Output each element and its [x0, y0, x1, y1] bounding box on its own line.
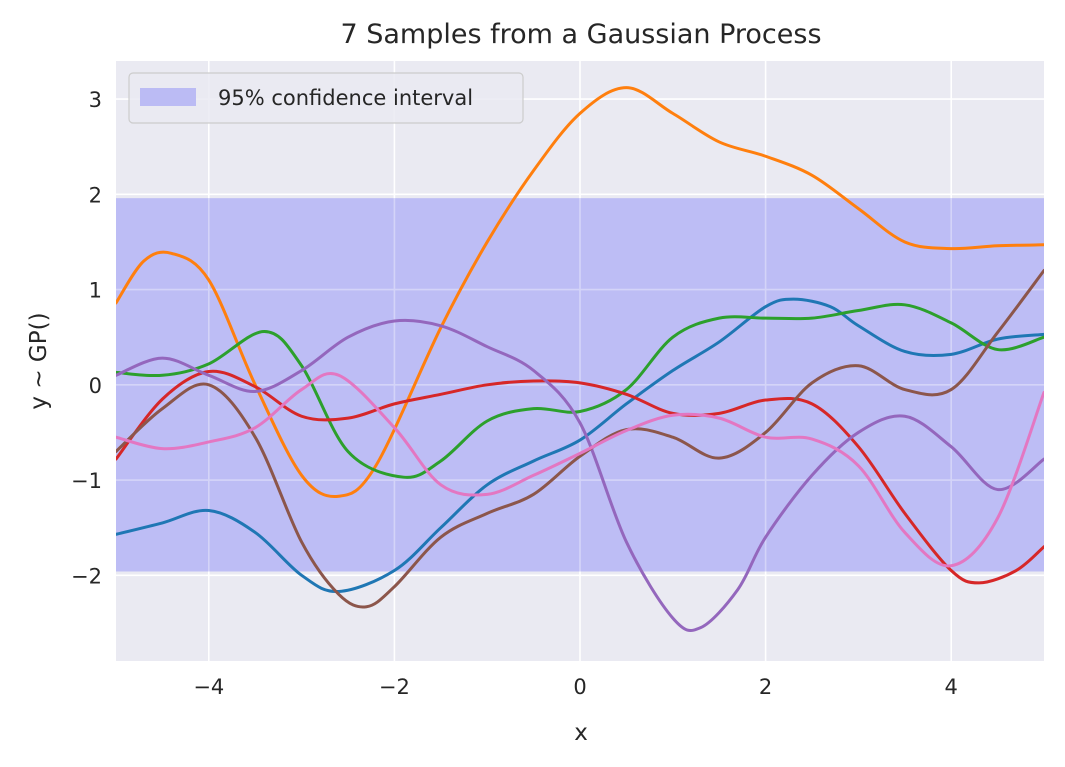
legend-label: 95% confidence interval	[218, 86, 473, 110]
y-tick-label: 1	[89, 279, 102, 303]
series-group	[116, 86, 1044, 633]
x-tick-label: 2	[759, 675, 772, 699]
legend-box	[128, 72, 524, 124]
y-tick-label: 3	[89, 88, 102, 112]
y-tick-label: 0	[89, 374, 102, 398]
x-tick-label: −2	[379, 675, 410, 699]
x-tick-labels: −4 −2 0 2 4	[193, 675, 958, 699]
x-tick-label: −4	[193, 675, 224, 699]
x-axis-label: x	[574, 720, 588, 746]
x-tick-label: 4	[945, 675, 958, 699]
y-tick-label: −1	[71, 469, 102, 493]
y-tick-label: 2	[89, 183, 102, 207]
series-line-6	[116, 269, 1044, 609]
series-line-2	[116, 86, 1044, 499]
series-line-5	[116, 318, 1044, 633]
legend: 95% confidence interval	[128, 72, 524, 124]
chart-title: 7 Samples from a Gaussian Process	[340, 19, 821, 50]
series-line-1	[116, 297, 1044, 593]
y-axis-label: y ~ GP()	[26, 312, 52, 409]
x-tick-label: 0	[573, 675, 586, 699]
y-tick-label: −2	[71, 564, 102, 588]
series-line-3	[116, 302, 1044, 479]
legend-swatch	[140, 88, 196, 106]
series-line-7	[116, 372, 1044, 568]
series-line-4	[116, 369, 1044, 585]
y-tick-labels: −2 −1 0 1 2 3	[71, 88, 102, 588]
